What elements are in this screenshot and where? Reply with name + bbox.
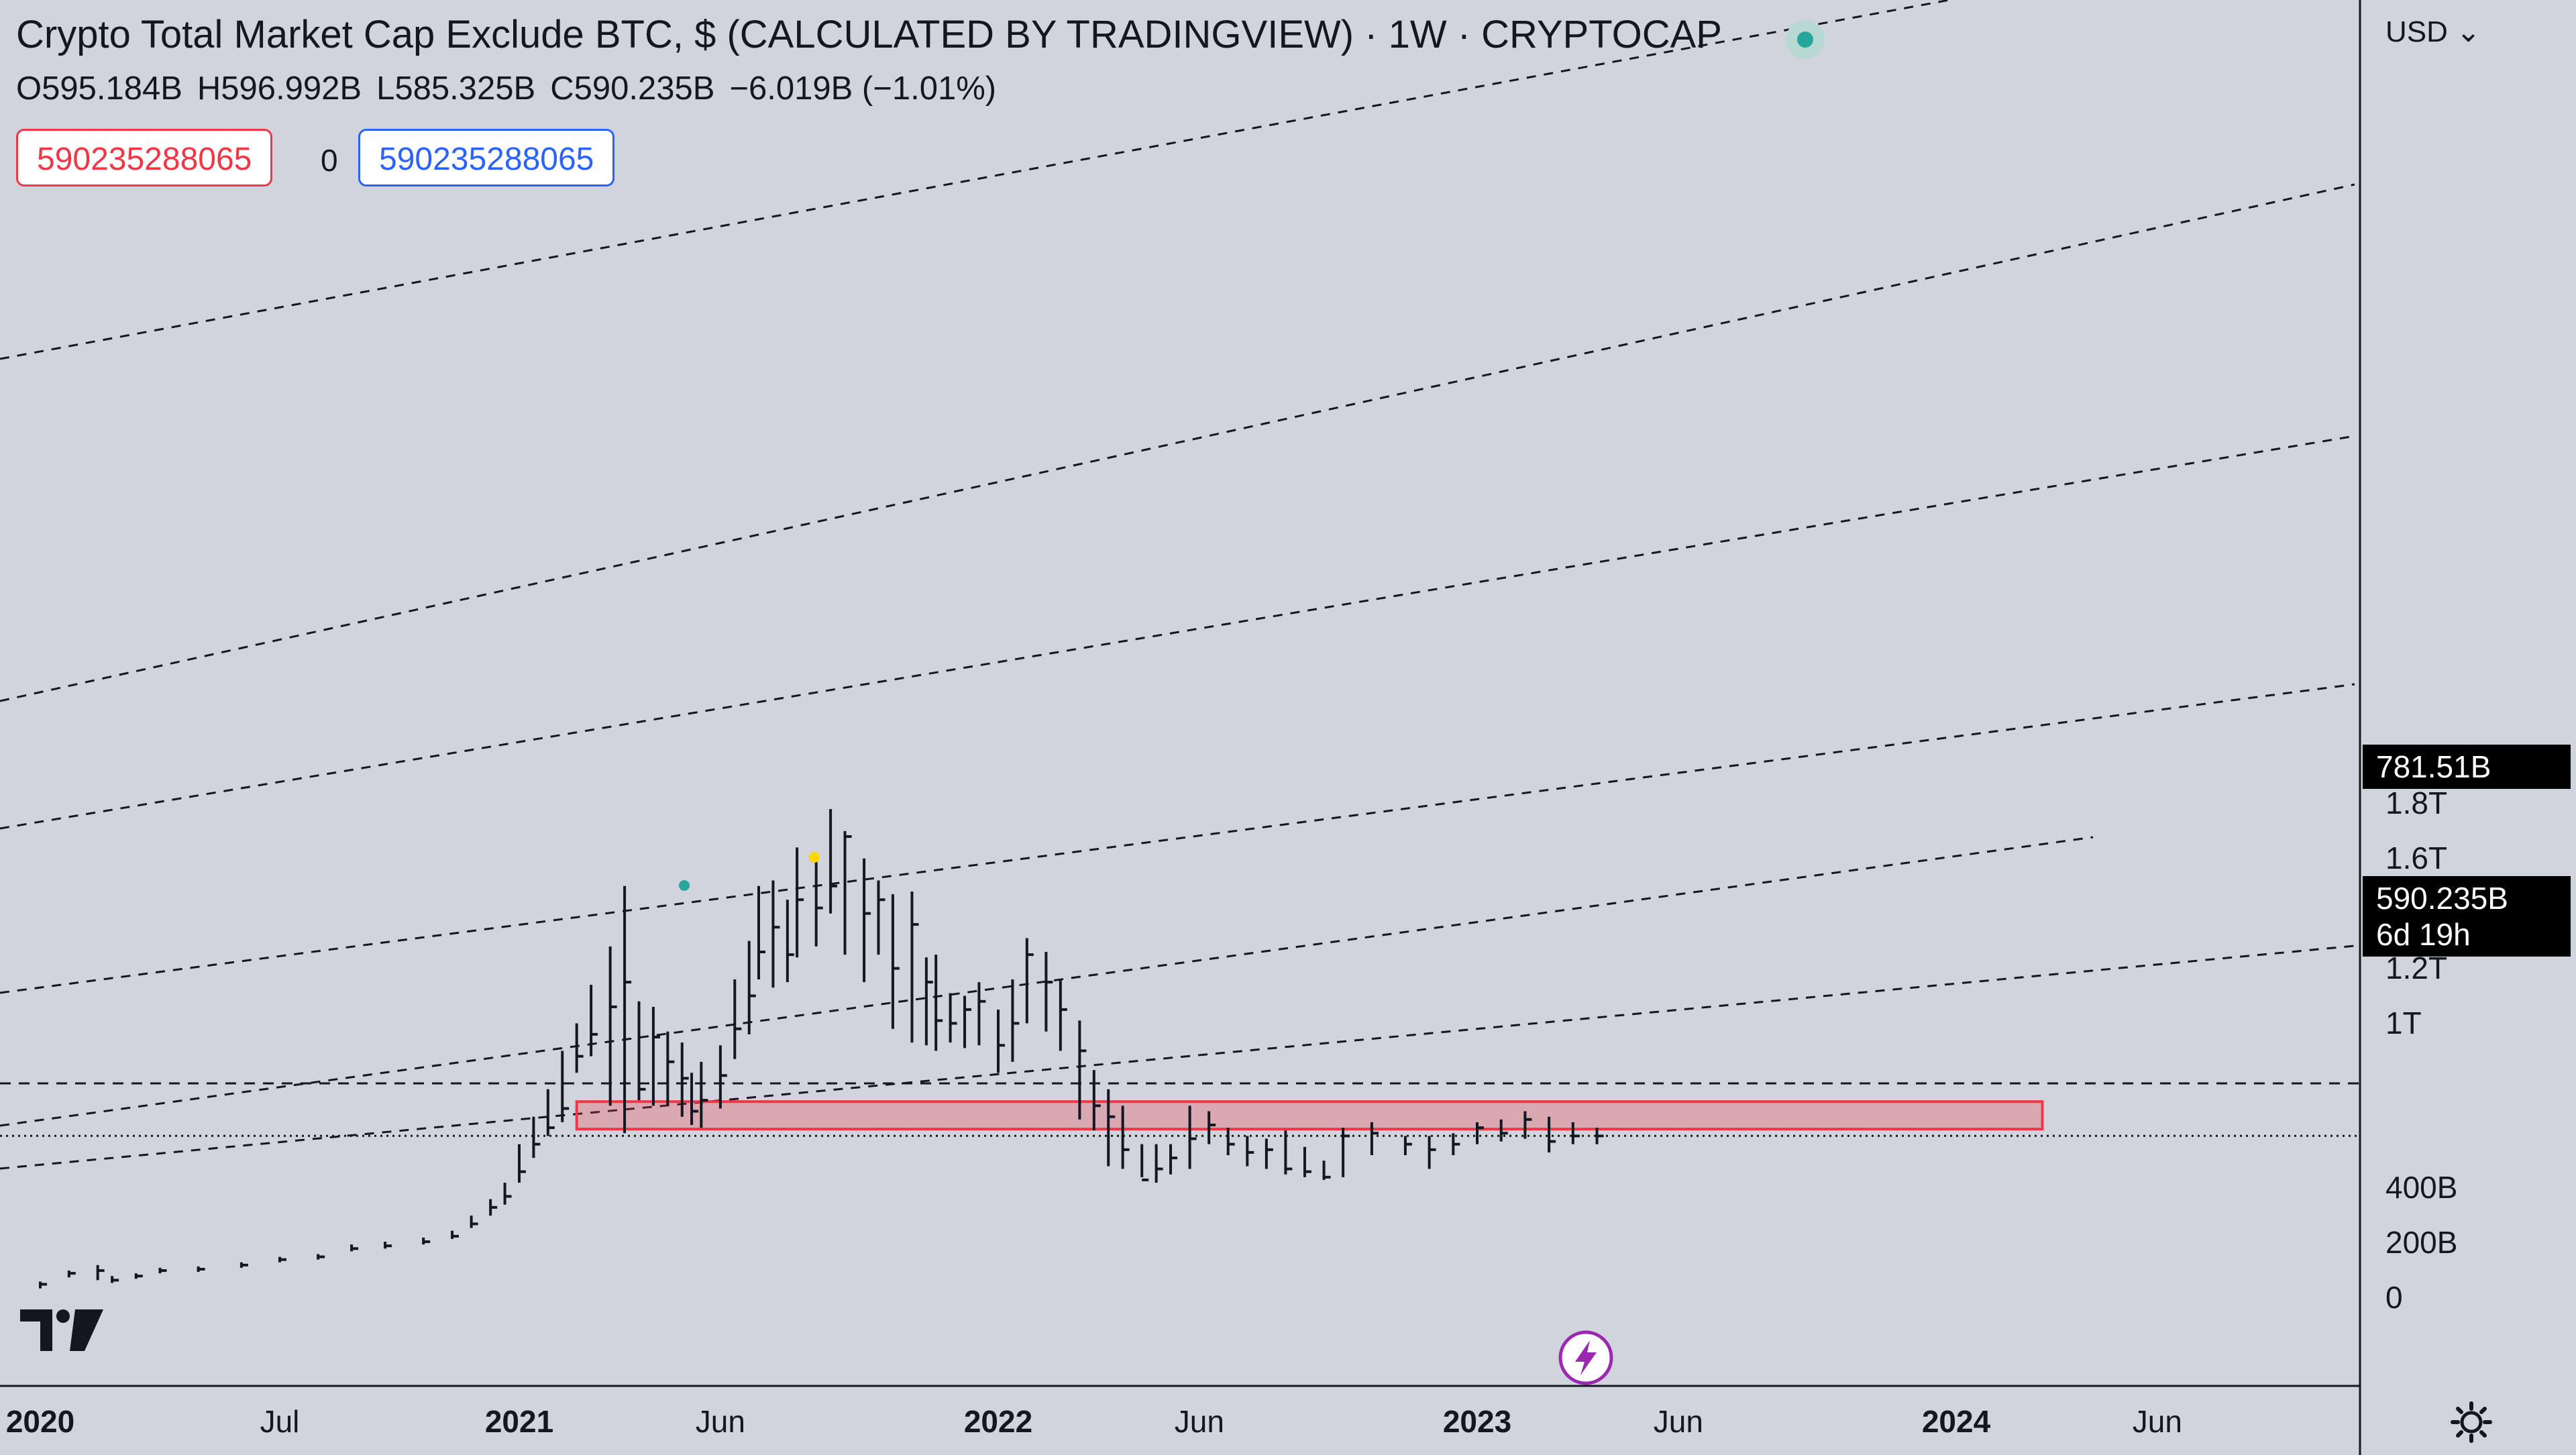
x-tick-label: 2024 [1921, 1404, 1991, 1439]
current-price-tag: 590.235B 6d 19h [2363, 876, 2571, 957]
x-tick-label: Jun [2132, 1404, 2182, 1439]
trendline-0 [0, 0, 1955, 360]
y-tick-label: 1T [2385, 1005, 2422, 1040]
y-tick-label: 0 [2385, 1280, 2403, 1315]
sell-button[interactable]: 590235288065 [16, 129, 273, 186]
spread-value: 0 [321, 143, 338, 178]
x-tick-label: 2021 [484, 1404, 554, 1439]
zone-rect [575, 1100, 2044, 1131]
settings-gear-icon[interactable] [2450, 1401, 2493, 1444]
y-tick-label: 1.6T [2385, 840, 2448, 875]
axes-frame [0, 0, 2361, 1455]
ohlc-readout: O595.184B H596.992B L585.325B C590.235B −6.0… [16, 70, 1011, 107]
low-value: L585.325B [376, 70, 536, 107]
y-tick-label: 400B [2385, 1170, 2458, 1205]
x-tick-label: 2020 [5, 1404, 75, 1439]
close-value: C590.235B [550, 70, 715, 107]
level-price-tag: 781.51B [2363, 745, 2571, 789]
trendline-1 [0, 183, 2355, 702]
high-value: H596.992B [197, 70, 362, 107]
trendline-5 [0, 945, 2355, 1170]
buy-button[interactable]: 590235288065 [358, 129, 615, 186]
chart-title: Crypto Total Market Cap Exclude BTC, $ (… [16, 13, 1722, 56]
trendlines [0, 0, 2355, 1170]
level-tag-text: 781.51B [2376, 749, 2491, 784]
trendline-2 [0, 435, 2355, 830]
green-marker-dot [679, 880, 690, 891]
y-tick-label: 1.8T [2385, 785, 2448, 820]
x-tick-label: Jun [1174, 1404, 1224, 1439]
horizontal-levels [0, 1082, 2360, 1137]
trendline-4 [0, 836, 2094, 1127]
x-tick-label: 2023 [1442, 1404, 1512, 1439]
open-value: O595.184B [16, 70, 182, 107]
x-tick-label: 2022 [963, 1404, 1033, 1439]
y-tick-label: 200B [2385, 1225, 2458, 1260]
resistance-zone[interactable] [575, 1100, 2044, 1131]
current-price-text: 590.235B [2376, 881, 2508, 916]
currency-selector[interactable]: USD ⌄ [2385, 15, 2481, 49]
change-value: −6.019B (−1.01%) [729, 70, 997, 107]
price-bars [39, 809, 1604, 1289]
market-status-icon [1786, 20, 1825, 59]
x-tick-label: Jul [260, 1404, 300, 1439]
x-tick-label: Jun [695, 1404, 745, 1439]
trendline-3 [0, 683, 2355, 994]
yellow-marker-dot [809, 852, 820, 863]
chevron-down-icon: ⌄ [2456, 15, 2481, 48]
x-tick-label: Jun [1653, 1404, 1703, 1439]
markers [679, 852, 820, 891]
lightning-icon[interactable] [1558, 1330, 1614, 1386]
countdown-text: 6d 19h [2376, 917, 2471, 952]
tradingview-logo[interactable] [20, 1308, 105, 1352]
currency-label: USD [2385, 15, 2448, 48]
